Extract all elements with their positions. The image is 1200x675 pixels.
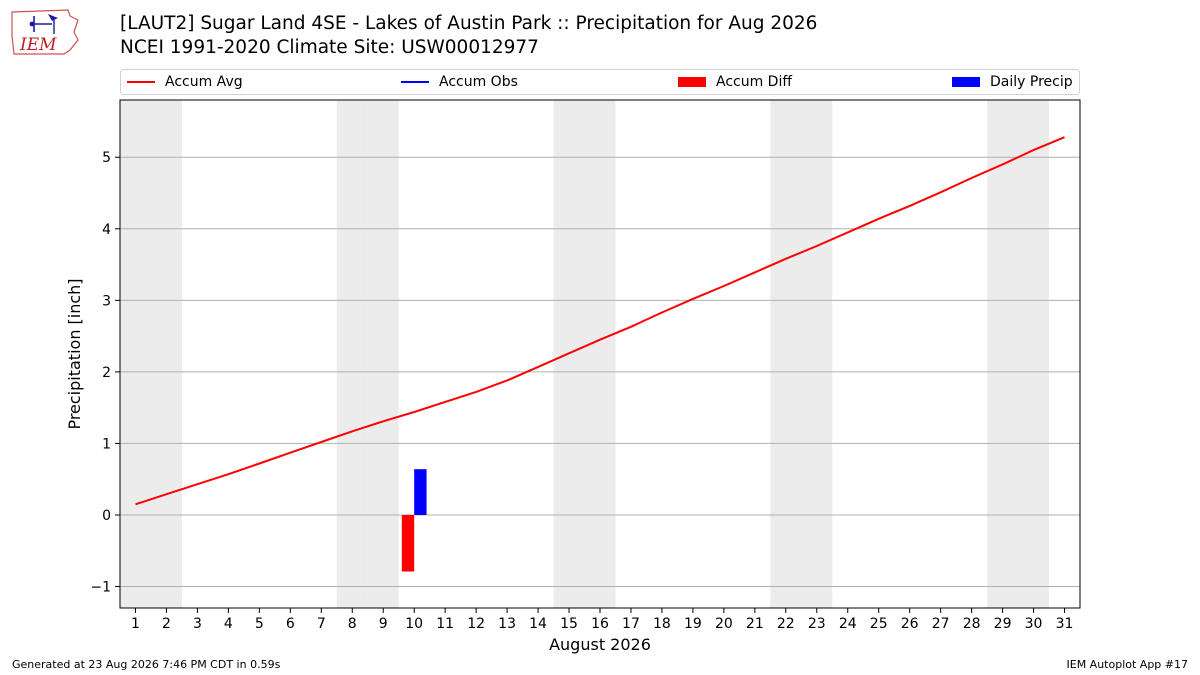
xtick-label: 15 <box>560 616 578 632</box>
legend-swatch-daily-precip <box>952 77 980 87</box>
xtick-label: 11 <box>436 616 454 632</box>
xtick-label: 19 <box>684 616 702 632</box>
legend-label-accum-avg: Accum Avg <box>165 74 243 90</box>
xtick-label: 17 <box>622 616 640 632</box>
xtick-label: 24 <box>839 616 857 632</box>
xtick-label: 6 <box>286 616 295 632</box>
ytick-label: 3 <box>102 293 111 309</box>
xtick-label: 3 <box>193 616 202 632</box>
chart-legend: Accum Avg Accum Obs Accum Diff Daily Pre… <box>120 69 1080 95</box>
xtick-label: 7 <box>317 616 326 632</box>
legend-label-accum-obs: Accum Obs <box>439 74 518 90</box>
legend-swatch-accum-avg <box>127 81 155 83</box>
legend-label-accum-diff: Accum Diff <box>716 74 793 90</box>
iem-logo: IEM <box>11 9 79 55</box>
app-credit: IEM Autoplot App #17 <box>1066 658 1189 671</box>
title-line-1: [LAUT2] Sugar Land 4SE - Lakes of Austin… <box>120 13 818 34</box>
weekend-band-30 <box>1018 100 1050 608</box>
legend-item-accum-avg: Accum Avg <box>127 70 243 94</box>
xtick-label: 16 <box>591 616 609 632</box>
bar-accum-diff-10 <box>401 514 415 572</box>
xtick-label: 31 <box>1056 616 1074 632</box>
xtick-label: 10 <box>405 616 423 632</box>
weekend-band-2 <box>150 100 182 608</box>
xtick-label: 22 <box>777 616 795 632</box>
xtick-label: 5 <box>255 616 264 632</box>
xtick-label: 4 <box>224 616 233 632</box>
legend-item-daily-precip: Daily Precip <box>952 70 1073 94</box>
legend-label-daily-precip: Daily Precip <box>990 74 1073 90</box>
bar-daily-precip-10 <box>414 469 427 515</box>
chart-title: [LAUT2] Sugar Land 4SE - Lakes of Austin… <box>120 12 817 60</box>
legend-swatch-accum-diff <box>678 77 706 87</box>
weekend-band-1 <box>120 100 151 608</box>
plot-frame <box>119 99 1081 609</box>
weekend-band-22 <box>770 100 802 608</box>
legend-item-accum-diff: Accum Diff <box>678 70 792 94</box>
ytick-label: 0 <box>102 508 111 524</box>
ytick-label: −1 <box>90 580 111 596</box>
xtick-label: 27 <box>932 616 950 632</box>
xtick-label: 13 <box>498 616 516 632</box>
y-axis-label: Precipitation [inch] <box>65 278 84 429</box>
wind-vane-icon <box>48 14 58 21</box>
xtick-label: 14 <box>529 616 547 632</box>
xtick-label: 23 <box>808 616 826 632</box>
x-axis-label: August 2026 <box>549 635 651 654</box>
xtick-label: 28 <box>963 616 981 632</box>
weekend-band-29 <box>987 100 1019 608</box>
weekend-band-16 <box>584 100 616 608</box>
legend-swatch-accum-obs <box>401 81 429 83</box>
weekend-band-9 <box>367 100 399 608</box>
xtick-label: 18 <box>653 616 671 632</box>
generated-timestamp: Generated at 23 Aug 2026 7:46 PM CDT in … <box>12 658 281 671</box>
logo-text: IEM <box>19 35 57 55</box>
iowa-outline-shape <box>11 9 79 55</box>
title-line-2: NCEI 1991-2020 Climate Site: USW00012977 <box>120 37 539 58</box>
ytick-label: 5 <box>102 150 111 166</box>
weekend-band-23 <box>801 100 833 608</box>
legend-item-accum-obs: Accum Obs <box>401 70 518 94</box>
xtick-label: 1 <box>131 616 140 632</box>
ytick-label: 4 <box>102 222 111 238</box>
ytick-label: 2 <box>102 365 111 381</box>
xtick-label: 2 <box>162 616 171 632</box>
weekend-band-8 <box>336 100 368 608</box>
xtick-label: 8 <box>348 616 357 632</box>
xtick-label: 20 <box>715 616 733 632</box>
xtick-label: 25 <box>870 616 888 632</box>
ytick-label: 1 <box>102 436 111 452</box>
xtick-label: 30 <box>1025 616 1043 632</box>
xtick-label: 12 <box>467 616 485 632</box>
xtick-label: 21 <box>746 616 764 632</box>
xtick-label: 29 <box>994 616 1012 632</box>
xtick-label: 9 <box>379 616 388 632</box>
xtick-label: 26 <box>901 616 919 632</box>
anemometer-cup-icon <box>29 21 35 27</box>
